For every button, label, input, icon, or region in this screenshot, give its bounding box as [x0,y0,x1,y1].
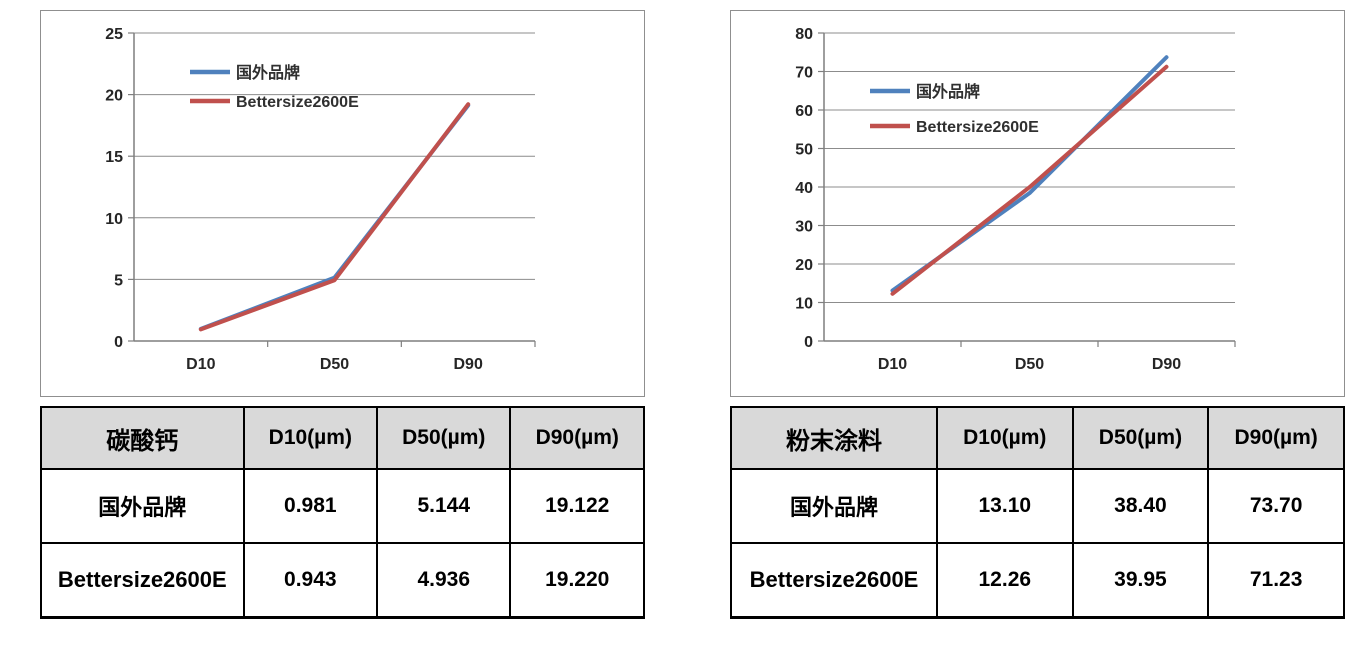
y-tick-label: 50 [795,142,813,159]
table-header-cell: 粉末涂料 [730,406,938,470]
value-cell: 71.23 [1207,542,1345,619]
y-tick-label: 80 [795,26,813,43]
legend-label-0: 国外品牌 [236,63,300,82]
table-header-cell: D10(µm) [935,406,1074,470]
value-cell: 0.943 [242,542,379,619]
y-tick-label: 20 [795,257,813,274]
value-cell: 4.936 [376,542,512,619]
row-label-cell: 国外品牌 [40,468,245,544]
table-calcium-carbonate: 碳酸钙 D10(µm) D50(µm) D90(µm) 国外品牌 0.981 5.144 19… [40,406,645,619]
table-header-row: 碳酸钙 D10(µm) D50(µm) D90(µm) [40,406,645,470]
value-cell: 73.70 [1207,468,1345,544]
row-label-cell: Bettersize2600E [730,542,938,619]
y-tick-label: 5 [114,272,123,289]
value-cell: 5.144 [376,468,512,544]
value-cell: 0.981 [242,468,379,544]
y-tick-label: 10 [105,211,123,228]
x-tick-label: D50 [1015,356,1044,373]
row-label-cell: 国外品牌 [730,468,938,544]
x-tick-label: D10 [878,356,907,373]
y-tick-label: 25 [105,26,123,43]
table-row: 国外品牌 0.981 5.144 19.122 [40,468,645,544]
row-label-cell: Bettersize2600E [40,542,245,619]
y-tick-label: 60 [795,103,813,120]
y-tick-label: 15 [105,149,123,166]
table-header-cell: D50(µm) [1071,406,1210,470]
value-cell: 13.10 [935,468,1074,544]
chart-powder-coating: 0 10 20 30 40 50 60 70 80 D10 D50 D90 国外品牌 Bettersize… [730,10,1345,397]
series-line-1 [890,64,1169,296]
y-tick-label: 0 [804,334,813,351]
y-tick-label: 70 [795,65,813,82]
table-row: Bettersize2600E 0.943 4.936 19.220 [40,542,645,619]
legend-label-1: Bettersize2600E [916,119,1039,136]
x-tick-label: D10 [186,356,215,373]
value-cell: 19.220 [509,542,645,619]
table-row: Bettersize2600E 12.26 39.95 71.23 [730,542,1345,619]
panel-calcium-carbonate: 0 5 10 15 20 25 D10 D50 D90 国外品牌 Bettersize2600E 碳… [40,10,645,619]
value-cell: 39.95 [1071,542,1210,619]
chart-calcium-carbonate: 0 5 10 15 20 25 D10 D50 D90 国外品牌 Bettersize2600E [40,10,645,397]
table-header-row: 粉末涂料 D10(µm) D50(µm) D90(µm) [730,406,1345,470]
table-header-cell: D50(µm) [376,406,512,470]
table-header-cell: D10(µm) [242,406,379,470]
y-tick-label: 20 [105,88,123,105]
table-row: 国外品牌 13.10 38.40 73.70 [730,468,1345,544]
series-line-1 [198,102,471,332]
value-cell: 12.26 [935,542,1074,619]
y-tick-label: 30 [795,219,813,236]
panel-powder-coating: 0 10 20 30 40 50 60 70 80 D10 D50 D90 国外品牌 Bettersize… [730,10,1345,619]
chart-svg: 0 10 20 30 40 50 60 70 80 D10 D50 D90 国外品牌 Bettersize… [795,26,1236,373]
table-header-cell: D90(µm) [509,406,645,470]
table-powder-coating: 粉末涂料 D10(µm) D50(µm) D90(µm) 国外品牌 13.10 38.40 7… [730,406,1345,619]
legend-label-1: Bettersize2600E [236,94,359,111]
y-tick-label: 10 [795,296,813,313]
value-cell: 19.122 [509,468,645,544]
y-tick-label: 0 [114,334,123,351]
value-cell: 38.40 [1071,468,1210,544]
x-tick-label: D50 [320,356,349,373]
legend-label-0: 国外品牌 [916,82,980,101]
table-header-cell: 碳酸钙 [40,406,245,470]
x-tick-label: D90 [453,356,482,373]
series-line-0 [198,103,471,331]
y-tick-label: 40 [795,180,813,197]
table-header-cell: D90(µm) [1207,406,1345,470]
x-tick-label: D90 [1152,356,1181,373]
chart-svg: 0 5 10 15 20 25 D10 D50 D90 国外品牌 Bettersize2600E [105,26,536,373]
